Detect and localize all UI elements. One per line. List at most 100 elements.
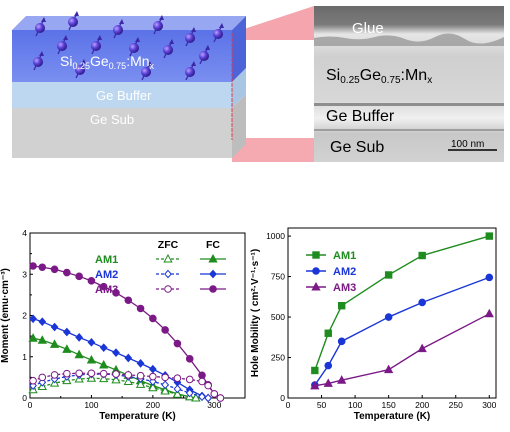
x-tick-label: 300 bbox=[482, 400, 496, 410]
am2-fc-line bbox=[32, 318, 209, 399]
buffer-side bbox=[232, 68, 246, 108]
am2-fc-point bbox=[50, 322, 59, 332]
am3-zfc-point bbox=[198, 377, 206, 386]
y-tick-label: 2 bbox=[22, 311, 27, 321]
substrate-layer bbox=[12, 108, 232, 158]
tem-buffer-band bbox=[314, 103, 504, 106]
am3-zfc-point bbox=[210, 390, 219, 398]
mn-atom bbox=[199, 51, 209, 61]
tem-background bbox=[314, 6, 504, 162]
am3-fc-point bbox=[50, 265, 59, 274]
legend-label-am1: AM1 bbox=[95, 254, 118, 266]
am1-fc-point bbox=[37, 335, 47, 344]
am1-mobility-line bbox=[314, 235, 490, 371]
film-top bbox=[12, 16, 246, 30]
x-tick-label: 0 bbox=[286, 400, 291, 410]
spin-arrow-head bbox=[74, 11, 79, 16]
spin-arrow-head bbox=[119, 19, 124, 24]
am1-zfc-point bbox=[148, 382, 158, 392]
am3-fc-point bbox=[124, 296, 133, 305]
am3-fc-point bbox=[75, 272, 83, 281]
x-tick-label: 200 bbox=[415, 400, 429, 410]
am2-mobility-point bbox=[337, 337, 346, 346]
spin-arrow-head bbox=[39, 51, 44, 56]
am1-zfc-line bbox=[32, 377, 196, 399]
am3-zfc-point bbox=[87, 369, 96, 378]
am2-mobility-point bbox=[418, 298, 426, 307]
am3-fc-point bbox=[185, 355, 194, 363]
tem-glue-interface bbox=[314, 33, 504, 46]
am1-fc-point bbox=[49, 339, 60, 348]
am1-fc-point bbox=[86, 355, 97, 364]
am3-zfc-point bbox=[173, 374, 182, 383]
am3-zfc-point bbox=[112, 370, 120, 378]
legend-label-am2: AM2 bbox=[333, 266, 356, 278]
am2-zfc-point bbox=[173, 384, 182, 394]
am3-fc-point bbox=[112, 289, 120, 297]
y-axis-title: Moment (emu·cm⁻³) bbox=[0, 268, 11, 363]
am2-zfc-line bbox=[32, 373, 209, 399]
am3-fc-point bbox=[149, 314, 157, 323]
am2-mobility-point bbox=[324, 361, 333, 370]
am1-mobility-point bbox=[485, 232, 493, 240]
legend-header-fc: FC bbox=[206, 239, 220, 251]
tem-sub-band bbox=[314, 129, 504, 131]
x-axis-title: Temperature (K) bbox=[99, 411, 176, 422]
spin-arrow-head bbox=[169, 39, 174, 44]
mn-atom bbox=[153, 21, 163, 31]
am2-fc-point bbox=[38, 317, 47, 327]
tem-film-label: Si0.25Ge0.75:Mnx bbox=[326, 67, 432, 86]
mn-atom bbox=[35, 23, 45, 33]
spin-arrow-head bbox=[159, 15, 164, 20]
mn-atom bbox=[33, 57, 43, 67]
y-tick-label: 1 bbox=[22, 352, 27, 362]
y-axis-title: Hole Mobility ( cm²·V⁻¹·s⁻¹) bbox=[250, 249, 261, 377]
am3-zfc-point bbox=[204, 381, 212, 390]
scale-bar-label: 100 nm bbox=[451, 139, 484, 150]
am2-mobility-point bbox=[485, 273, 494, 282]
tem-buffer-label: Ge Buffer bbox=[326, 108, 395, 125]
chart-moment: 0 100 200 300 0 1 2 3 4 Temperature (K) Moment (em… bbox=[0, 228, 246, 422]
am3-zfc-point bbox=[75, 369, 83, 378]
x-tick-label: 100 bbox=[348, 400, 362, 410]
substrate-side bbox=[232, 94, 246, 158]
spin-arrow-head bbox=[191, 61, 196, 66]
x-tick-label: 0 bbox=[28, 400, 33, 410]
y-tick-label: 0 bbox=[22, 393, 27, 403]
x-tick-label: 200 bbox=[146, 400, 160, 410]
spin-arrow-head bbox=[205, 45, 210, 50]
zoom-connector-bottom bbox=[232, 138, 314, 162]
am1-zfc-point bbox=[160, 385, 170, 395]
am1-fc-point bbox=[99, 359, 109, 369]
spin-arrow-head bbox=[219, 23, 224, 28]
am3-zfc-point bbox=[124, 371, 133, 379]
tem-sub-label: Ge Sub bbox=[330, 139, 384, 156]
am3-mobility-point bbox=[323, 378, 333, 387]
am2-mobility-point bbox=[384, 313, 393, 321]
am1-zfc-point bbox=[172, 389, 183, 398]
am2-fc-point bbox=[136, 358, 145, 368]
mn-atoms bbox=[33, 11, 224, 81]
am3-fc-point bbox=[87, 277, 96, 285]
film-composition-label: Si0.25Ge0.75:Mnx bbox=[60, 53, 155, 71]
am2-fc-point bbox=[99, 343, 108, 353]
y-tick-label: 4 bbox=[22, 228, 27, 238]
am3-zfc-point bbox=[161, 373, 169, 382]
mn-atom bbox=[141, 67, 151, 77]
spin-arrow-head bbox=[41, 17, 46, 22]
am3-fc-point bbox=[173, 339, 182, 348]
am2-fc-point bbox=[75, 333, 84, 342]
y-tick-label: 1000 bbox=[266, 231, 285, 241]
am2-fc-point bbox=[87, 337, 96, 347]
spin-arrow-head bbox=[147, 61, 152, 66]
y-tick-label: 500 bbox=[271, 312, 285, 322]
am1-mobility-point bbox=[384, 271, 393, 279]
am1-mobility-point bbox=[311, 366, 319, 375]
x-axis-title: Temperature (K) bbox=[354, 411, 431, 422]
am2-zfc-point bbox=[161, 380, 170, 390]
legend-label-am3: AM3 bbox=[333, 282, 356, 294]
am3-fc-point bbox=[136, 304, 145, 313]
am3-zfc-point bbox=[99, 369, 108, 378]
zoom-connector-top bbox=[232, 6, 314, 40]
